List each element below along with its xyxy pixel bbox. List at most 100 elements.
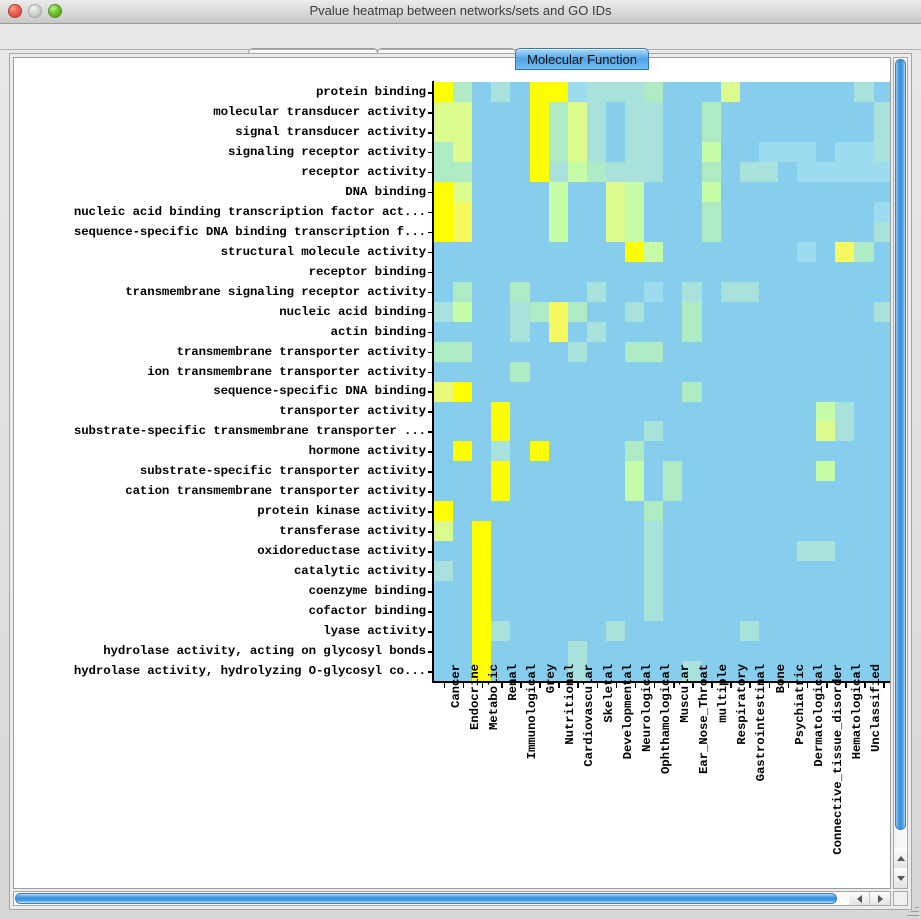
heatmap-cell[interactable] (434, 641, 454, 662)
heatmap-cell[interactable] (510, 501, 530, 522)
heatmap-cell[interactable] (586, 561, 606, 582)
heatmap-cell[interactable] (701, 361, 721, 382)
heatmap-cell[interactable] (758, 441, 778, 462)
heatmap-cell[interactable] (854, 581, 874, 602)
heatmap-cell[interactable] (453, 201, 473, 222)
heatmap-cell[interactable] (625, 261, 645, 282)
heatmap-cell[interactable] (491, 82, 511, 102)
heatmap-cell[interactable] (548, 261, 568, 282)
heatmap-cell[interactable] (491, 401, 511, 422)
heatmap-cell[interactable] (873, 621, 890, 642)
heatmap-cell[interactable] (453, 221, 473, 242)
heatmap-cell[interactable] (720, 481, 740, 502)
heatmap-cell[interactable] (739, 561, 759, 582)
heatmap-cell[interactable] (472, 221, 492, 242)
heatmap-cell[interactable] (625, 241, 645, 262)
heatmap-cell[interactable] (529, 261, 549, 282)
heatmap-cell[interactable] (720, 401, 740, 422)
heatmap-cell[interactable] (644, 581, 664, 602)
heatmap-cell[interactable] (605, 281, 626, 302)
heatmap-cell[interactable] (816, 281, 836, 302)
heatmap-cell[interactable] (663, 661, 683, 682)
heatmap-cell[interactable] (453, 481, 473, 502)
heatmap-cell[interactable] (510, 101, 530, 122)
heatmap-cell[interactable] (625, 661, 645, 682)
heatmap-cell[interactable] (663, 221, 683, 242)
heatmap-cell[interactable] (529, 421, 549, 442)
heatmap-cell[interactable] (663, 121, 683, 142)
heatmap-cell[interactable] (548, 321, 568, 342)
heatmap-cell[interactable] (510, 161, 530, 182)
heatmap-cell[interactable] (529, 181, 549, 202)
heatmap-cell[interactable] (701, 201, 721, 222)
heatmap-cell[interactable] (491, 121, 511, 142)
heatmap-cell[interactable] (720, 381, 740, 402)
heatmap-cell[interactable] (529, 141, 549, 162)
heatmap-cell[interactable] (854, 521, 874, 542)
heatmap-cell[interactable] (453, 141, 473, 162)
heatmap-cell[interactable] (682, 581, 702, 602)
heatmap-cell[interactable] (472, 421, 492, 442)
heatmap-cell[interactable] (453, 501, 473, 522)
heatmap-cell[interactable] (529, 121, 549, 142)
heatmap-cell[interactable] (510, 661, 530, 682)
heatmap-cell[interactable] (701, 521, 721, 542)
heatmap-cell[interactable] (797, 401, 817, 422)
heatmap-cell[interactable] (682, 401, 702, 422)
heatmap-cell[interactable] (491, 161, 511, 182)
heatmap-cell[interactable] (567, 441, 587, 462)
heatmap-cell[interactable] (854, 401, 874, 422)
heatmap-cell[interactable] (586, 621, 606, 642)
heatmap-cell[interactable] (739, 341, 759, 362)
heatmap-cell[interactable] (663, 82, 683, 102)
heatmap-cell[interactable] (758, 601, 778, 622)
heatmap-cell[interactable] (758, 301, 778, 322)
heatmap-cell[interactable] (682, 661, 702, 682)
heatmap-cell[interactable] (873, 181, 890, 202)
heatmap-cell[interactable] (663, 421, 683, 442)
heatmap-cell[interactable] (797, 581, 817, 602)
heatmap-cell[interactable] (663, 521, 683, 542)
heatmap-cell[interactable] (586, 421, 606, 442)
heatmap-cell[interactable] (510, 141, 530, 162)
heatmap-cell[interactable] (644, 541, 664, 562)
heatmap-cell[interactable] (434, 201, 454, 222)
heatmap-cell[interactable] (586, 641, 606, 662)
heatmap-cell[interactable] (835, 361, 855, 382)
heatmap-cell[interactable] (586, 181, 606, 202)
heatmap-cell[interactable] (453, 181, 473, 202)
heatmap-cell[interactable] (873, 441, 890, 462)
heatmap-cell[interactable] (472, 541, 492, 562)
heatmap-cell[interactable] (567, 201, 587, 222)
heatmap-cell[interactable] (434, 181, 454, 202)
heatmap-cell[interactable] (644, 261, 664, 282)
heatmap-cell[interactable] (529, 521, 549, 542)
heatmap-cell[interactable] (434, 481, 454, 502)
heatmap-cell[interactable] (586, 521, 606, 542)
heatmap-cell[interactable] (720, 561, 740, 582)
heatmap-cell[interactable] (701, 161, 721, 182)
heatmap-cell[interactable] (529, 361, 549, 382)
heatmap-cell[interactable] (644, 141, 664, 162)
heatmap-cell[interactable] (758, 321, 778, 342)
heatmap-cell[interactable] (720, 82, 740, 102)
heatmap-cell[interactable] (472, 441, 492, 462)
heatmap-cell[interactable] (797, 621, 817, 642)
heatmap-cell[interactable] (720, 301, 740, 322)
heatmap-cell[interactable] (816, 541, 836, 562)
heatmap-cell[interactable] (586, 441, 606, 462)
heatmap-cell[interactable] (797, 521, 817, 542)
heatmap-cell[interactable] (797, 541, 817, 562)
heatmap-cell[interactable] (567, 101, 587, 122)
heatmap-cell[interactable] (510, 541, 530, 562)
heatmap-cell[interactable] (797, 281, 817, 302)
heatmap-cell[interactable] (644, 661, 664, 682)
heatmap-cell[interactable] (663, 161, 683, 182)
heatmap-cell[interactable] (816, 221, 836, 242)
heatmap-cell[interactable] (854, 461, 874, 482)
heatmap-cell[interactable] (529, 82, 549, 102)
heatmap-cell[interactable] (835, 581, 855, 602)
heatmap-cell[interactable] (472, 181, 492, 202)
heatmap-cell[interactable] (701, 141, 721, 162)
heatmap-cell[interactable] (472, 82, 492, 102)
